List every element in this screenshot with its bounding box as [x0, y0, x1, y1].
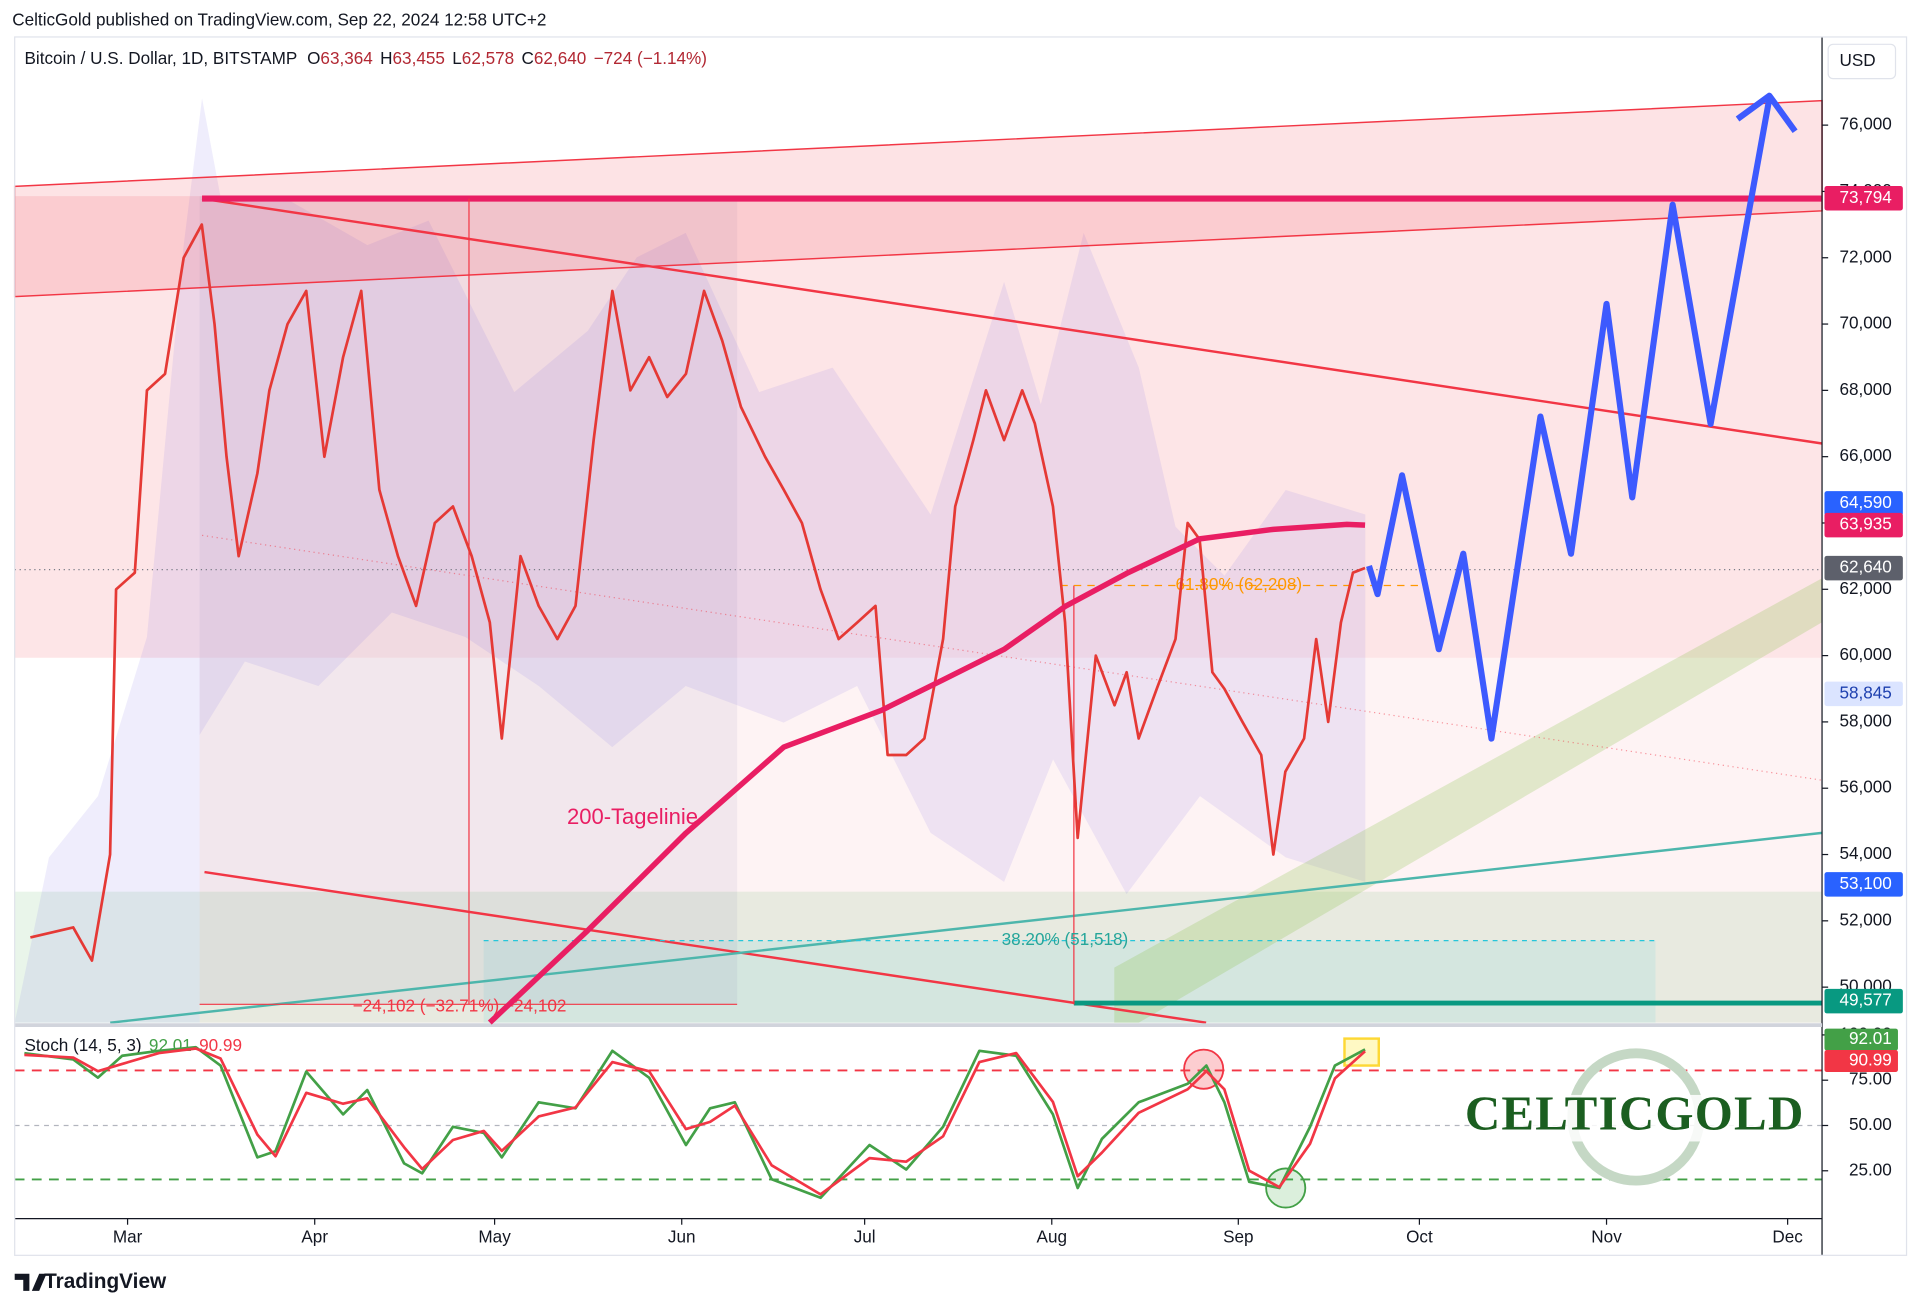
price-badge-label: 73,794 [1839, 187, 1892, 207]
price-badge-label: 90.99 [1849, 1050, 1892, 1070]
fib-618-label: 61.80% (62,208) [1176, 574, 1303, 594]
price-badge-label: 58,845 [1839, 682, 1891, 702]
y-tick-label: 62,000 [1839, 578, 1891, 598]
frame [14, 36, 1908, 1256]
x-tick-label: Apr [301, 1227, 328, 1247]
ohlc-key: C [522, 48, 534, 68]
price-badge [1824, 1028, 1898, 1051]
y-tick-label: 70,000 [1839, 313, 1891, 333]
y-tick-label: 50.00 [1849, 1114, 1892, 1134]
y-tick-label: 68,000 [1839, 379, 1891, 399]
ohlc-value: 63,455 [393, 48, 445, 68]
series-line [30, 223, 1366, 962]
ohlc-value: 63,364 [320, 48, 373, 68]
currency-button[interactable] [1827, 43, 1897, 80]
price-badge-label: 92.01 [1849, 1028, 1892, 1048]
x-tick-label: Jun [668, 1227, 696, 1247]
y-tick-label: 72,000 [1839, 246, 1891, 266]
volatility-band [14, 98, 1366, 1023]
x-tick-label: Mar [113, 1227, 143, 1247]
footer: TradingView [14, 1270, 167, 1293]
stoch-value: 90.99 [199, 1034, 242, 1054]
published-line: CelticGold published on TradingView.com,… [12, 10, 546, 30]
down-trendline [201, 197, 1823, 445]
y-tick-label: 25.00 [1849, 1159, 1892, 1179]
rising-support-band [1114, 578, 1823, 1023]
y-tick-label: 76,000 [1839, 114, 1891, 134]
x-tick-label: Dec [1772, 1227, 1803, 1247]
forecast-arrowhead [1735, 92, 1798, 134]
price-badge [1824, 491, 1903, 516]
x-tick-label: Jul [854, 1227, 876, 1247]
price-badge-label: 63,935 [1839, 514, 1891, 534]
series-line [24, 1047, 1366, 1196]
x-tick-label: Sep [1223, 1227, 1253, 1247]
signal-box [1343, 1037, 1380, 1067]
ohlc-value: 62,578 [462, 48, 514, 68]
forecast-path [1366, 97, 1773, 742]
range-zone [199, 657, 1823, 1023]
ma-label: 200-Tagelinie [567, 804, 698, 829]
lower-trendline [204, 870, 1207, 1024]
price-badge [1824, 512, 1903, 538]
y-tick-label: 66,000 [1839, 445, 1891, 465]
price-badge [1824, 872, 1903, 897]
ohlc-key: L [452, 48, 462, 68]
change: −724 (−1.14%) [594, 48, 707, 68]
price-badge-label: 64,590 [1839, 492, 1891, 512]
series-line [487, 521, 1366, 1025]
price-badge-label: 49,577 [1839, 990, 1891, 1010]
y-tick-label: 52,000 [1839, 909, 1891, 929]
price-badge [1824, 681, 1903, 707]
y-tick-label: 60,000 [1839, 644, 1891, 664]
y-tick-label: 56,000 [1839, 777, 1891, 797]
y-tick-label: 58,000 [1839, 710, 1891, 730]
signal-circle [1265, 1167, 1307, 1209]
symbol: Bitcoin / U.S. Dollar, 1D, BITSTAMP [24, 48, 297, 68]
currency[interactable]: USD [1839, 50, 1875, 70]
price-badge-label: 62,640 [1839, 557, 1891, 577]
logo-plate [1474, 1094, 1796, 1142]
price-badge [1824, 555, 1903, 581]
resistance-zone [14, 196, 1823, 658]
ohlc-value: 62,640 [534, 48, 586, 68]
range-label: −24,102 (−32.71%) −24,102 [353, 995, 567, 1015]
ohlc-key: H [380, 48, 392, 68]
logo: CELTICGOLD [1465, 1048, 1805, 1186]
y-tick-label: 75.00 [1849, 1069, 1892, 1089]
fib-382-label: 38.20% (51,518) [1002, 929, 1129, 949]
up-trendline [110, 831, 1823, 1024]
series-line [24, 1045, 1366, 1200]
footer-text: TradingView [44, 1270, 167, 1293]
x-tick-label: Nov [1591, 1227, 1622, 1247]
price-badge [1824, 186, 1903, 211]
y-tick-label: 54,000 [1839, 843, 1891, 863]
fib-zone [483, 940, 1656, 1023]
x-tick-label: May [478, 1227, 511, 1247]
symbol-legend: Bitcoin / U.S. Dollar, 1D, BITSTAMP O63,3… [24, 48, 706, 68]
price-badge-label: 53,100 [1839, 873, 1891, 893]
x-tick-label: Oct [1406, 1227, 1433, 1247]
footer-logo [14, 1273, 47, 1291]
stoch-legend: Stoch (14, 5, 3) 92.01 90.99 [24, 1034, 242, 1054]
price-badge [1824, 988, 1903, 1014]
price-badge [1824, 1050, 1898, 1073]
logo-text: CELTICGOLD [1465, 1085, 1805, 1140]
stoch-title: Stoch (14, 5, 3) [24, 1034, 141, 1054]
x-tick-label: Aug [1037, 1227, 1067, 1247]
ohlc-key: O [307, 48, 320, 68]
